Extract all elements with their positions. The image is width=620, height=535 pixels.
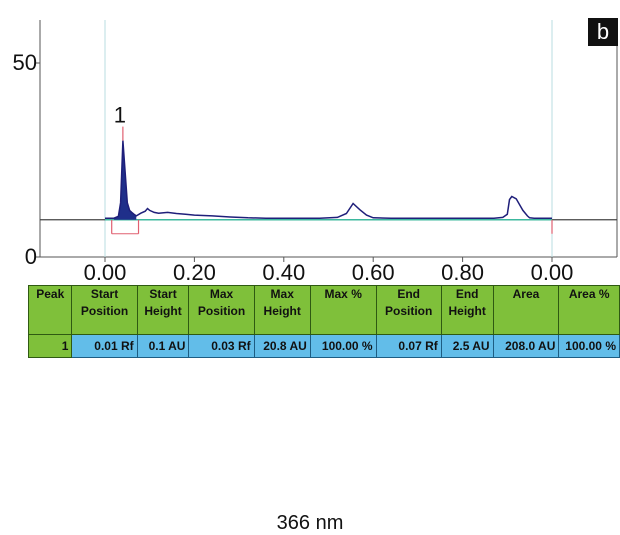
column-header: Area xyxy=(492,285,560,335)
x-tick-label: 0.00 xyxy=(84,260,127,285)
column-header: Max Position xyxy=(188,285,255,335)
peak-number-cell: 1 xyxy=(27,334,73,358)
column-header: Max % xyxy=(309,285,377,335)
x-tick-label: 0.80 xyxy=(441,260,484,285)
x-tick-label: 0.00 xyxy=(531,260,574,285)
panel-label: b xyxy=(588,18,618,46)
x-tick-label: 0.60 xyxy=(352,260,395,285)
chromatogram-chart: 0 50 0.00 0.20 0.40 0.60 0.80 0.00 1 xyxy=(13,20,618,285)
table-cell: 0.03 Rf xyxy=(188,334,255,358)
table-cell: 0.1 AU xyxy=(136,334,190,358)
x-tick-label: 0.20 xyxy=(173,260,216,285)
column-header: Start Position xyxy=(71,285,138,335)
peak-label: 1 xyxy=(114,103,126,128)
column-header: End Height xyxy=(440,285,494,335)
peak-table-header-row: Peak Start Position Start Height Max Positi… xyxy=(27,285,620,335)
peak-table: Peak Start Position Start Height Max Positi… xyxy=(27,285,620,358)
table-cell: 208.0 AU xyxy=(492,334,560,358)
table-cell: 0.07 Rf xyxy=(375,334,442,358)
table-cell: 0.01 Rf xyxy=(71,334,138,358)
table-cell: 20.8 AU xyxy=(253,334,311,358)
series-line xyxy=(105,140,552,219)
table-cell: 100.00 % xyxy=(558,334,620,358)
y-tick-label: 50 xyxy=(13,50,37,75)
column-header: End Position xyxy=(375,285,442,335)
y-tick-label: 0 xyxy=(25,244,37,269)
column-header: Peak xyxy=(27,285,73,335)
table-cell: 2.5 AU xyxy=(440,334,494,358)
column-header: Max Height xyxy=(253,285,311,335)
column-header: Area % xyxy=(558,285,620,335)
x-tick-label: 0.40 xyxy=(262,260,305,285)
table-row: 1 0.01 Rf 0.1 AU 0.03 Rf 20.8 AU 100.00 % 0.07… xyxy=(27,334,620,358)
wavelength-caption: 366 nm xyxy=(276,512,344,534)
table-cell: 100.00 % xyxy=(309,334,377,358)
column-header: Start Height xyxy=(136,285,190,335)
